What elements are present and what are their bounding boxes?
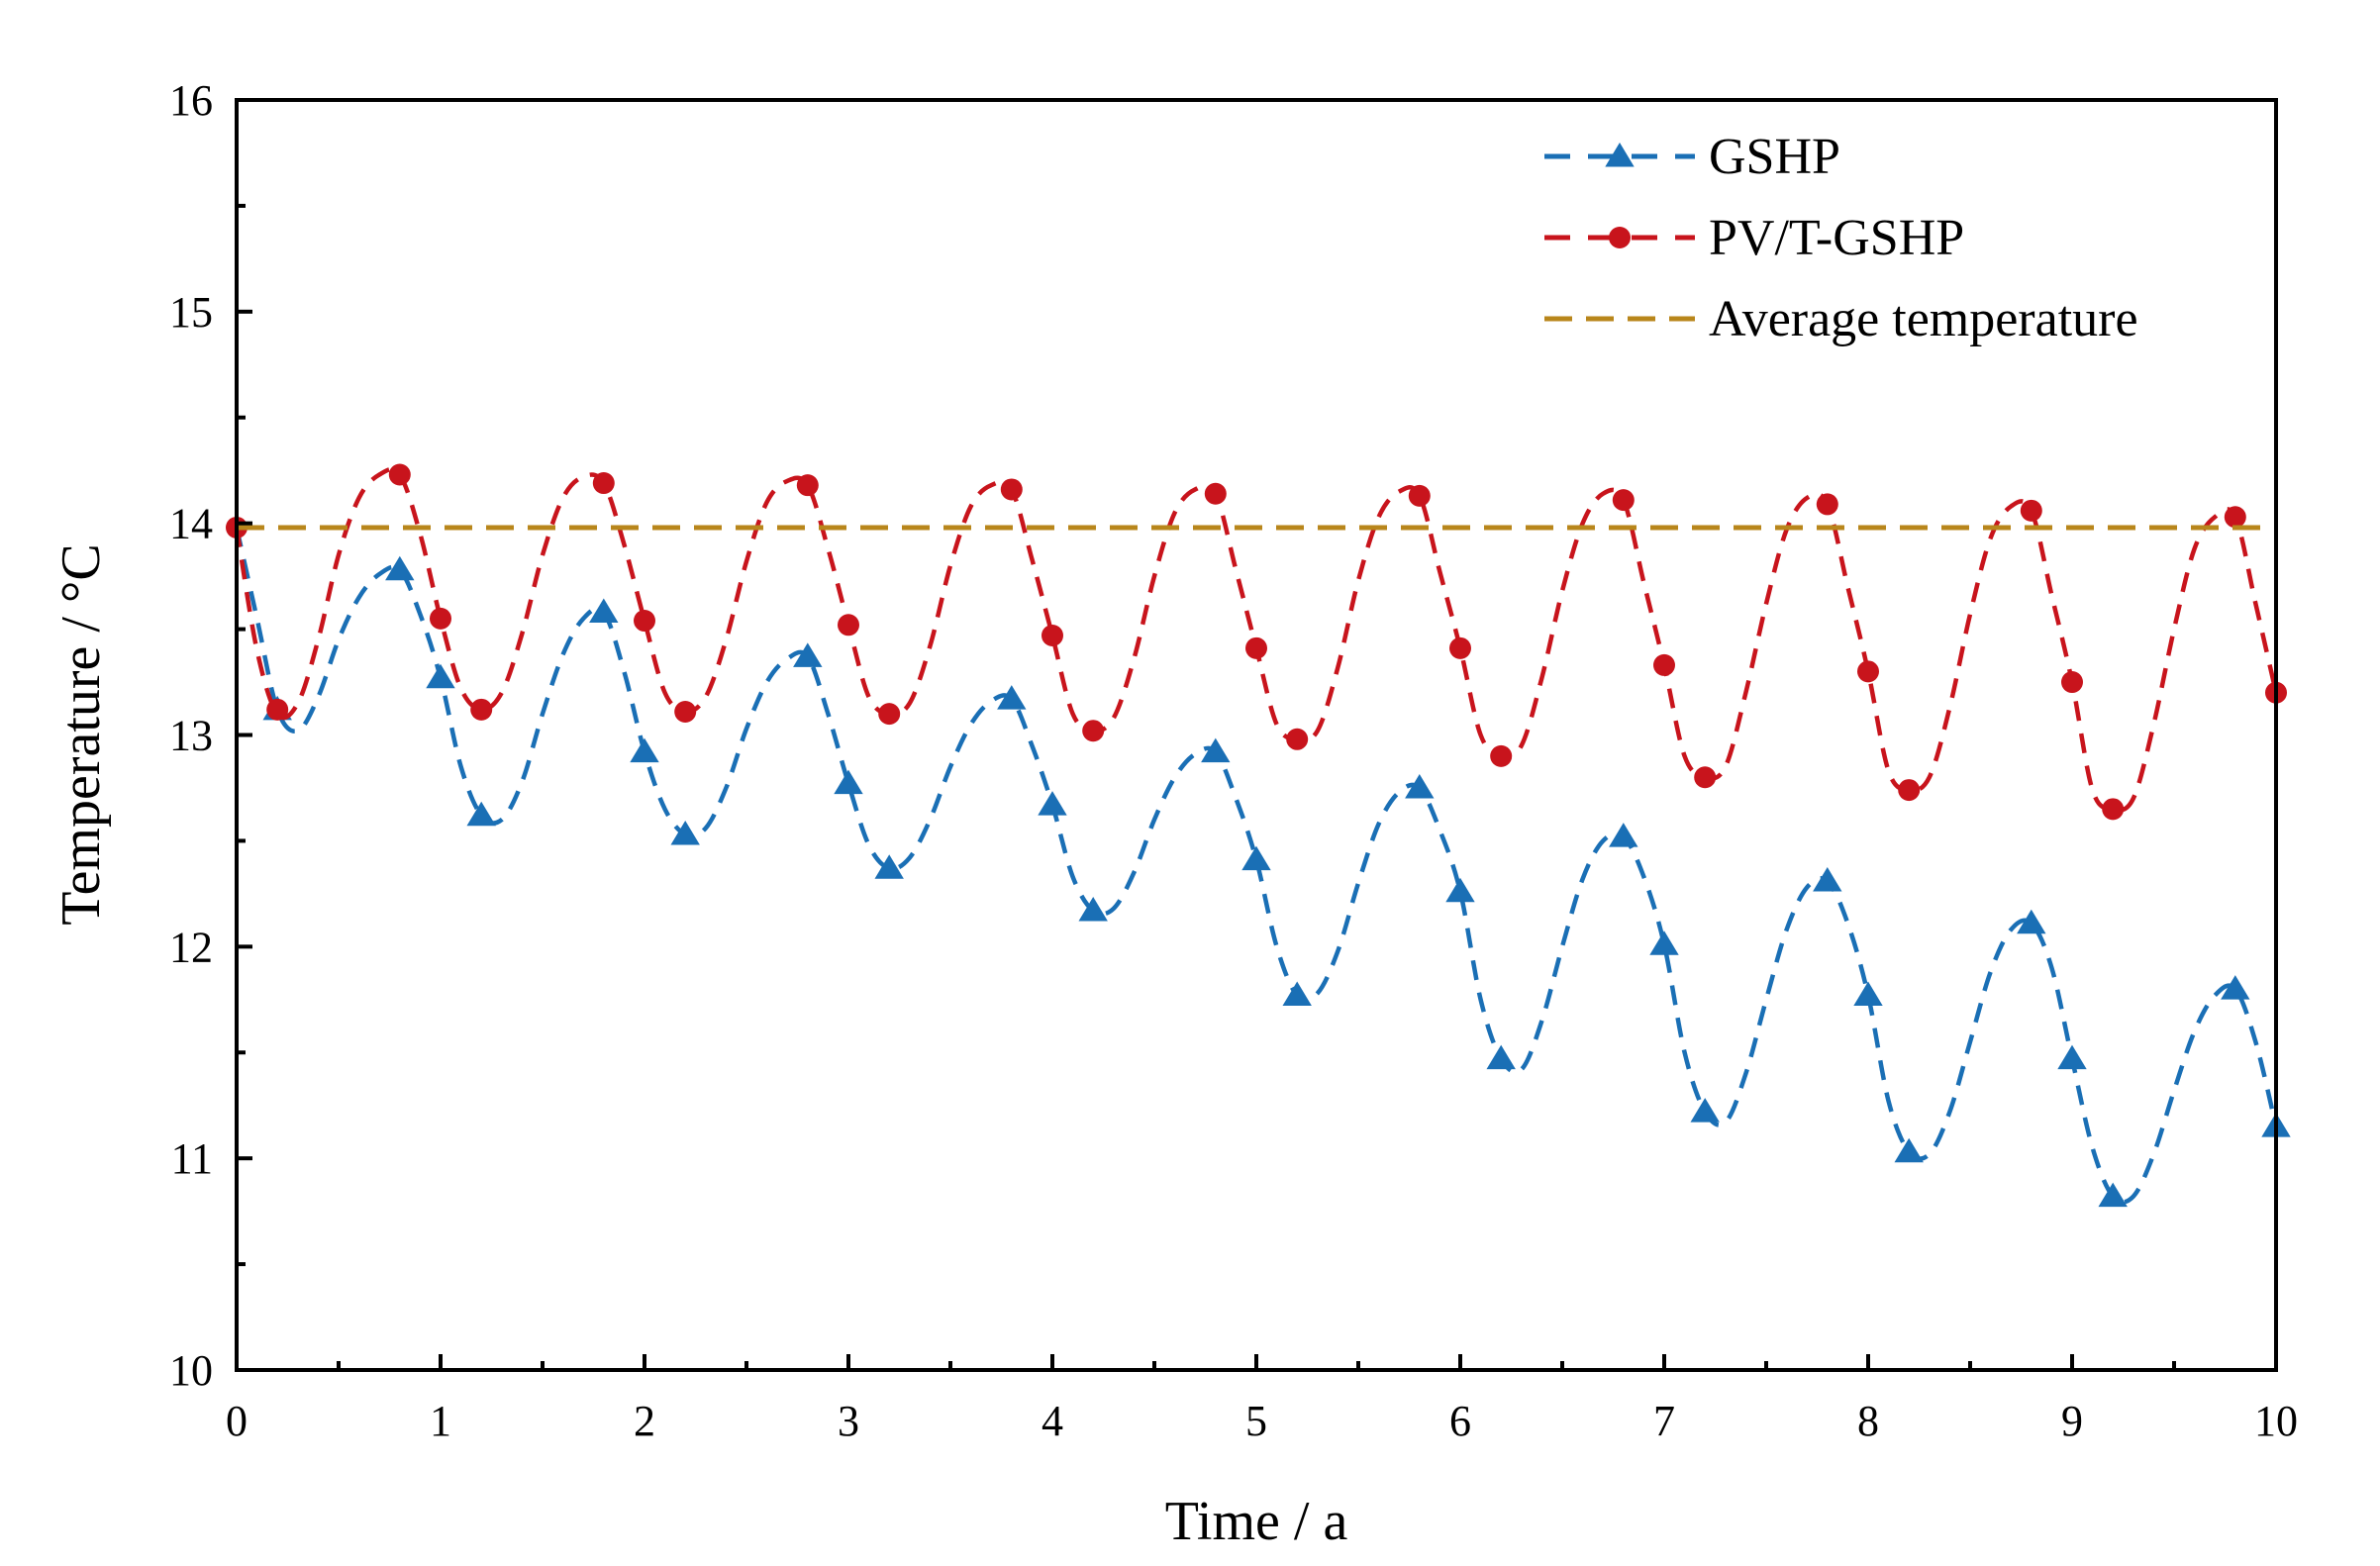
data-point-pv-t-gshp — [2020, 499, 2042, 522]
data-point-pv-t-gshp — [796, 474, 819, 497]
data-point-gshp — [630, 737, 659, 763]
y-axis-ticks: 10 11 12 13 14 15 16 — [169, 76, 252, 1395]
y-tick-label: 10 — [169, 1346, 213, 1395]
data-point-pv-t-gshp — [1000, 478, 1023, 501]
legend-item-pv-t-gshp: PV/T-GSHP — [1544, 210, 1964, 266]
legend-label-average-temperature: Average temperature — [1709, 291, 2138, 347]
x-tick-label: 5 — [1245, 1397, 1267, 1445]
data-point-gshp — [1813, 867, 1842, 892]
data-point-pv-t-gshp — [1041, 624, 1063, 646]
x-tick-label: 9 — [2061, 1397, 2083, 1445]
legend-label-gshp: GSHP — [1709, 129, 1840, 185]
legend-item-gshp: GSHP — [1544, 129, 1840, 185]
data-point-gshp — [834, 769, 863, 795]
data-point-pv-t-gshp — [1653, 653, 1675, 676]
x-tick-label: 7 — [1653, 1397, 1675, 1445]
data-point-pv-t-gshp — [878, 703, 901, 726]
legend-marker-gshp — [1605, 143, 1635, 167]
data-point-pv-t-gshp — [1816, 493, 1838, 516]
y-tick-label: 11 — [171, 1134, 213, 1183]
data-point-pv-t-gshp — [2102, 798, 2125, 821]
data-point-gshp — [426, 663, 455, 689]
y-tick-label: 13 — [169, 712, 213, 760]
data-point-gshp — [1609, 823, 1638, 847]
data-point-pv-t-gshp — [838, 614, 859, 636]
data-point-pv-t-gshp — [1694, 766, 1717, 789]
x-tick-label: 1 — [430, 1397, 451, 1445]
x-tick-label: 2 — [634, 1397, 655, 1445]
x-tick-label: 8 — [1857, 1397, 1879, 1445]
data-point-gshp — [1201, 737, 1231, 763]
data-point-gshp — [2098, 1182, 2128, 1208]
x-axis-label: Time / a — [1165, 1491, 1348, 1552]
data-point-gshp — [1486, 1044, 1516, 1070]
data-point-gshp — [589, 598, 619, 623]
legend-item-average-temperature: Average temperature — [1544, 291, 2138, 347]
data-point-gshp — [1078, 896, 1108, 922]
y-tick-label: 16 — [169, 76, 213, 125]
data-point-pv-t-gshp — [634, 610, 655, 633]
data-point-pv-t-gshp — [1204, 482, 1227, 505]
series-gshp — [234, 527, 2291, 1208]
data-point-gshp — [1853, 981, 1883, 1007]
y-tick-label: 14 — [169, 500, 213, 548]
data-point-gshp — [385, 555, 415, 581]
plot-series — [226, 463, 2291, 1208]
data-point-gshp — [997, 685, 1027, 710]
data-point-pv-t-gshp — [1898, 779, 1921, 802]
data-point-gshp — [1038, 791, 1067, 816]
data-point-gshp — [1445, 877, 1475, 903]
data-point-pv-t-gshp — [592, 472, 615, 495]
data-point-pv-t-gshp — [2224, 506, 2246, 529]
data-point-gshp — [670, 821, 700, 845]
data-point-pv-t-gshp — [1490, 744, 1513, 767]
legend-marker-pv-t-gshp — [1609, 227, 1631, 248]
x-tick-label: 0 — [226, 1397, 248, 1445]
data-point-pv-t-gshp — [1245, 636, 1267, 659]
data-point-gshp — [1405, 773, 1435, 799]
data-point-gshp — [1894, 1137, 1924, 1163]
series-pv-t-gshp — [226, 463, 2287, 821]
series-line-gshp — [234, 527, 2279, 1205]
x-tick-label: 3 — [838, 1397, 859, 1445]
data-point-pv-t-gshp — [674, 700, 697, 723]
data-point-gshp — [1241, 845, 1271, 871]
y-tick-label: 15 — [169, 288, 213, 337]
data-point-pv-t-gshp — [388, 463, 411, 486]
data-point-pv-t-gshp — [1408, 484, 1431, 507]
data-point-gshp — [1282, 981, 1312, 1007]
data-point-gshp — [793, 642, 823, 667]
data-point-pv-t-gshp — [266, 698, 289, 721]
legend: GSHP PV/T-GSHP Average temperature — [1544, 129, 2138, 347]
data-point-pv-t-gshp — [1082, 720, 1105, 742]
data-point-pv-t-gshp — [430, 607, 451, 630]
series-line-pv-t-gshp — [234, 466, 2279, 813]
x-tick-label: 4 — [1041, 1397, 1063, 1445]
data-point-gshp — [874, 854, 904, 879]
x-tick-label: 6 — [1449, 1397, 1471, 1445]
data-point-gshp — [2017, 909, 2046, 934]
x-tick-label: 10 — [2254, 1397, 2298, 1445]
data-point-pv-t-gshp — [1857, 660, 1879, 683]
x-axis-ticks: 0 1 2 3 4 5 6 7 8 9 10 — [226, 1354, 2298, 1445]
y-axis-label: Temperature / °C — [50, 543, 112, 925]
data-point-pv-t-gshp — [2061, 671, 2083, 694]
data-point-pv-t-gshp — [1449, 636, 1471, 659]
legend-label-pv-t-gshp: PV/T-GSHP — [1709, 210, 1964, 266]
data-point-gshp — [466, 801, 496, 827]
data-point-gshp — [1649, 930, 1679, 955]
data-point-pv-t-gshp — [1612, 489, 1635, 512]
data-point-gshp — [1690, 1098, 1720, 1123]
y-tick-label: 12 — [169, 923, 213, 971]
data-point-gshp — [2057, 1044, 2087, 1070]
data-point-gshp — [2221, 975, 2250, 1000]
data-point-pv-t-gshp — [470, 698, 493, 721]
data-point-pv-t-gshp — [1286, 728, 1309, 750]
